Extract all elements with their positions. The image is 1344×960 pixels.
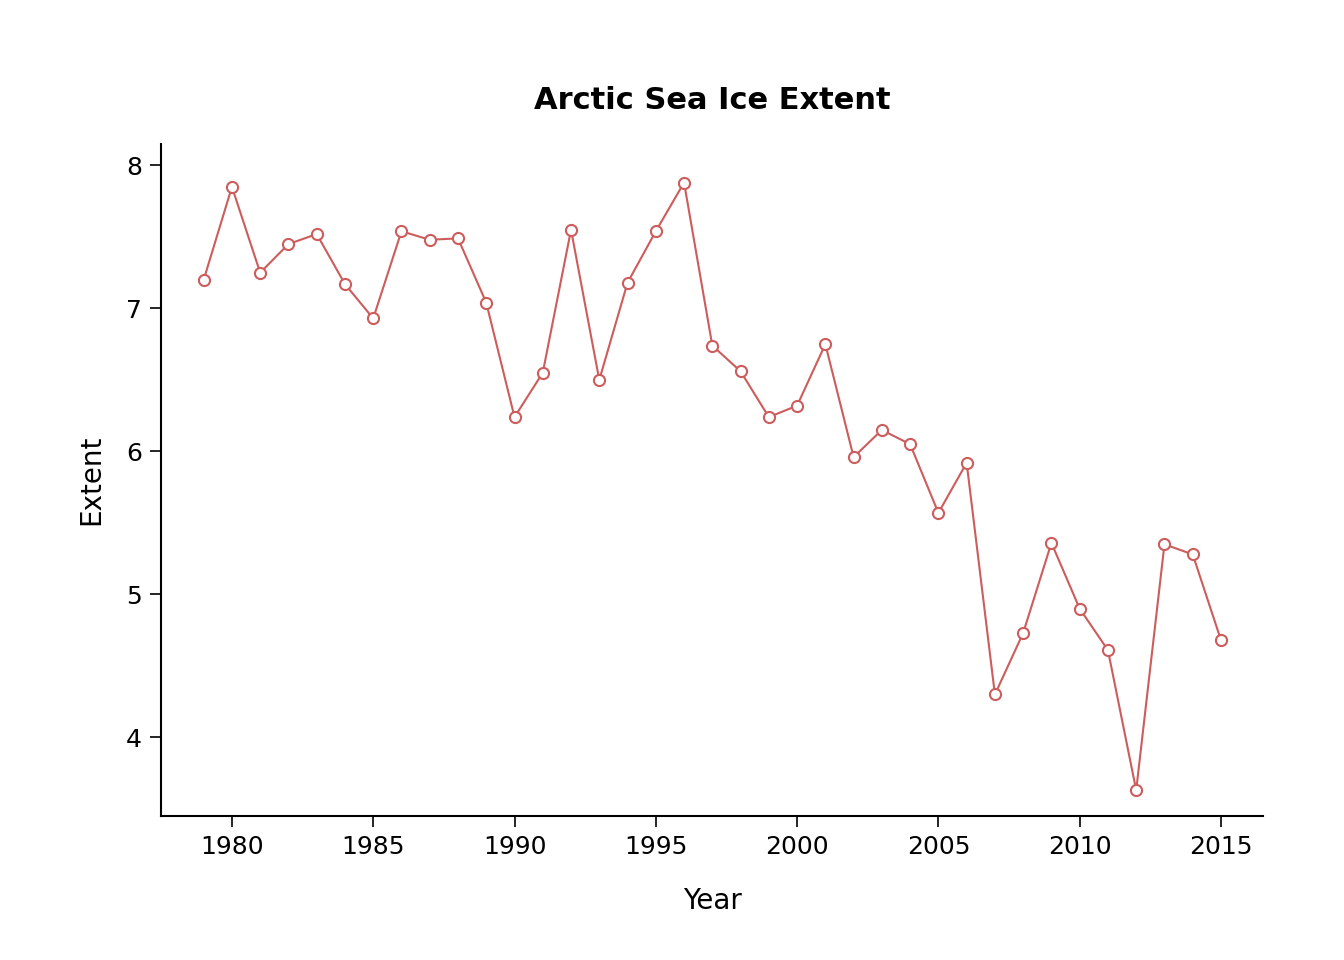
Y-axis label: Extent: Extent [77,435,105,525]
Title: Arctic Sea Ice Extent: Arctic Sea Ice Extent [534,86,891,115]
X-axis label: Year: Year [683,887,742,915]
